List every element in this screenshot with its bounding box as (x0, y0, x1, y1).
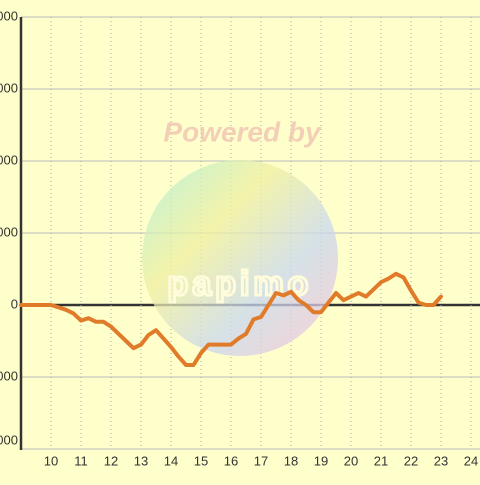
plot: 12,000 9,000 6,000 3,000 0 -3,000 -6,000 10 11 12… (0, 8, 478, 468)
x-tick-label: 12 (104, 453, 118, 468)
y-tick-label: 6,000 (0, 152, 18, 167)
watermark-text: Powered by (163, 116, 322, 147)
x-tick-label: 16 (224, 453, 238, 468)
x-tick-label: 23 (434, 453, 448, 468)
x-tick-label: 11 (74, 453, 88, 468)
x-tick-label: 14 (164, 453, 178, 468)
x-tick-label: 10 (44, 453, 58, 468)
x-tick-label: 13 (134, 453, 148, 468)
x-tick-label: 21 (374, 453, 388, 468)
watermark-circle (142, 160, 338, 356)
watermark: Powered by papimo (142, 116, 338, 356)
y-tick-label: 0 (11, 296, 18, 311)
line (19, 271, 443, 367)
x-tick-label: 17 (254, 453, 268, 468)
y-tick-label: 12,000 (0, 8, 18, 23)
watermark-text: papimo (168, 265, 313, 303)
x-tick-label: 19 (314, 453, 328, 468)
y-tick-label: 9,000 (0, 80, 18, 95)
y-tick-label: -6,000 (0, 432, 18, 447)
x-tick-label: 15 (194, 453, 208, 468)
y-tick-label: 3,000 (0, 224, 18, 239)
x-tick-label: 20 (344, 453, 358, 468)
x-tick-label: 24 (464, 453, 478, 468)
y-tick-label: -3,000 (0, 368, 18, 383)
x-tick-label: 18 (284, 453, 298, 468)
x-tick-label: 22 (404, 453, 418, 468)
